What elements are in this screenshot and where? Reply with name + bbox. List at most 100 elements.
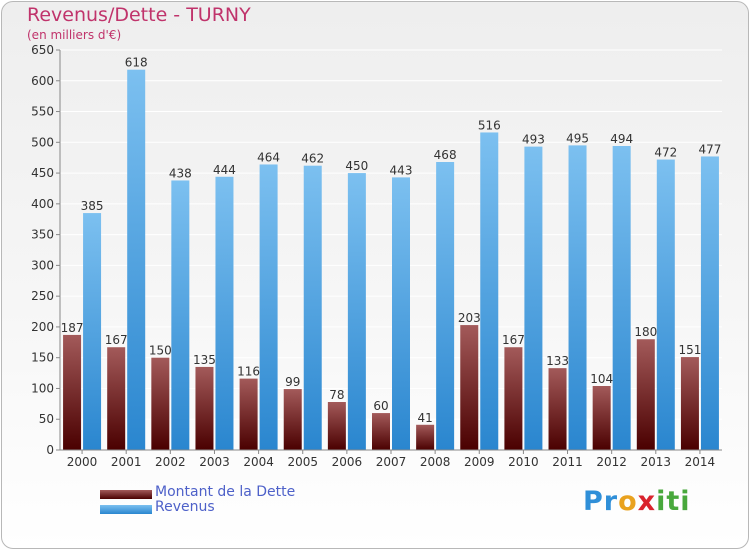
y-tick-label-150: 150 [31,351,54,365]
bar-debt-2006 [327,402,346,450]
label-revenue-2008: 468 [434,148,457,162]
x-tick-label-2010: 2010 [508,455,539,469]
label-debt-2008: 41 [417,411,432,425]
x-tick-label-2004: 2004 [243,455,274,469]
label-revenue-2003: 444 [213,163,236,177]
bar-revenue-2003 [215,176,234,450]
y-tick-label-0: 0 [46,443,54,457]
label-debt-2011: 133 [546,354,569,368]
label-debt-2006: 78 [329,388,344,402]
label-revenue-2010: 493 [522,133,545,147]
y-tick-label-250: 250 [31,289,54,303]
label-debt-2014: 151 [678,343,701,357]
grid-layer [60,49,722,451]
bar-debt-2014 [680,357,699,450]
x-tick-label-2013: 2013 [641,455,672,469]
label-revenue-2004: 464 [257,150,280,164]
y-tick-label-450: 450 [31,166,54,180]
proxiti-logo: Proxiti [583,486,691,517]
logo-part-4: iti [656,486,691,517]
label-debt-2013: 180 [634,325,657,339]
x-tick-label-2003: 2003 [199,455,230,469]
y-tick-label-300: 300 [31,258,54,272]
bar-revenue-2002 [171,180,190,450]
bar-revenue-2014 [700,156,719,450]
label-debt-2007: 60 [373,399,388,413]
x-tick-label-2001: 2001 [111,455,142,469]
bar-debt-2004 [239,378,258,450]
logo-part-2: o [618,486,638,517]
bar-revenue-2000 [83,213,102,450]
y-tick-label-650: 650 [31,43,54,57]
chart-title: Revenus/Dette - TURNY [27,4,251,26]
y-tick-label-100: 100 [31,381,54,395]
bar-debt-2013 [636,339,655,450]
bar-revenue-2001 [127,69,146,450]
label-revenue-2006: 450 [345,159,368,173]
label-revenue-2007: 443 [390,163,413,177]
bar-debt-2009 [460,325,479,450]
label-debt-2012: 104 [590,372,613,386]
chart-subtitle: (en milliers d'€) [27,28,122,42]
x-tick-label-2006: 2006 [332,455,363,469]
x-tick-label-2012: 2012 [596,455,627,469]
bar-debt-2003 [195,366,214,450]
bar-debt-2011 [548,368,567,450]
y-tick-label-500: 500 [31,135,54,149]
label-debt-2004: 116 [237,365,260,379]
y-tick-label-600: 600 [31,74,54,88]
x-tick-label-2000: 2000 [67,455,98,469]
y-tick-label-200: 200 [31,320,54,334]
logo-part-3: x [637,486,657,517]
label-debt-2005: 99 [285,375,300,389]
label-revenue-2014: 477 [698,142,721,156]
bar-debt-2010 [504,347,523,450]
x-tick-label-2009: 2009 [464,455,495,469]
x-tick-label-2014: 2014 [685,455,716,469]
legend-swatch-debt [100,490,152,499]
logo-part-1: Pr [583,486,619,517]
label-debt-2009: 203 [458,311,481,325]
y-tick-label-550: 550 [31,105,54,119]
x-tick-label-2002: 2002 [155,455,186,469]
bar-revenue-2004 [259,164,278,450]
bar-debt-2008 [416,424,435,450]
bar-debt-2012 [592,386,611,450]
labels-layer: 187 385 167 618 150 438 135 444 116 464 99 462 78 450… [61,56,722,425]
bar-revenue-2013 [656,159,675,451]
bar-revenue-2012 [612,146,631,450]
bar-revenue-2011 [568,145,587,450]
label-revenue-2002: 438 [169,166,192,180]
bar-revenue-2007 [392,177,410,450]
label-revenue-2009: 516 [478,118,501,132]
bar-revenue-2006 [347,173,366,451]
x-tick-label-2007: 2007 [376,455,407,469]
x-tick-label-2005: 2005 [287,455,318,469]
y-tick-label-50: 50 [39,412,54,426]
x-tick-label-2011: 2011 [552,455,583,469]
y-tick-label-400: 400 [31,197,54,211]
bar-debt-2005 [283,389,302,450]
bar-debt-2000 [63,334,82,450]
label-revenue-2005: 462 [301,152,324,166]
legend-swatch-revenue [100,505,152,514]
label-debt-2002: 150 [149,344,172,358]
bar-revenue-2009 [480,132,499,450]
bar-revenue-2008 [436,162,455,450]
x-tick-label-2008: 2008 [420,455,451,469]
label-revenue-2011: 495 [566,131,589,145]
legend-label-debt: Montant de la Dette [155,484,296,500]
bar-debt-2001 [107,347,126,450]
label-debt-2001: 167 [105,333,128,347]
legend-label-revenue: Revenus [155,499,215,515]
label-revenue-2001: 618 [125,56,148,70]
label-debt-2003: 135 [193,353,216,367]
axis-layer: 0 50 100 150 200 250 300 350 400 450 500 550 600 650 2… [31,43,722,469]
bars-layer [63,69,719,451]
label-revenue-2012: 494 [610,132,633,146]
label-debt-2010: 167 [502,333,525,347]
bar-debt-2002 [151,357,170,450]
y-tick-label-350: 350 [31,228,54,242]
label-revenue-2013: 472 [654,146,677,160]
